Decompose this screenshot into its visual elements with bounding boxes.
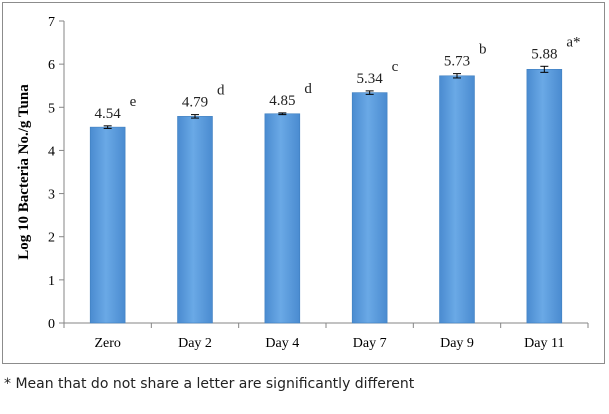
footnote: * Mean that do not share a letter are si… bbox=[4, 376, 415, 392]
significance-letter: a* bbox=[566, 34, 580, 50]
data-label: 4.85 bbox=[269, 93, 295, 109]
y-tick-label: 1 bbox=[48, 274, 55, 289]
significance-letter: d bbox=[304, 81, 312, 97]
data-label: 5.88 bbox=[531, 46, 557, 62]
significance-letter: b bbox=[479, 42, 487, 58]
y-tick-label: 4 bbox=[48, 144, 55, 159]
y-tick-label: 2 bbox=[48, 231, 55, 246]
bar-day-2 bbox=[177, 116, 213, 324]
bar-day-11 bbox=[526, 69, 563, 324]
data-label: 5.34 bbox=[357, 71, 384, 87]
x-tick-label: Day 2 bbox=[178, 336, 212, 351]
x-tick-label: Day 4 bbox=[265, 336, 299, 351]
bars-group: 4.54 e Zero 4.79 d Day 2 4.85 d Day 4 5.34 c Day 7 5… bbox=[89, 34, 581, 351]
bar-day-9 bbox=[439, 75, 475, 324]
y-axis-label: Log 10 Bacteria No./g Tuna bbox=[16, 84, 32, 260]
x-tick-label: Day 7 bbox=[353, 336, 387, 351]
bar-zero bbox=[89, 126, 126, 324]
chart-frame: Log 10 Bacteria No./g Tuna 0 1 2 3 4 5 6 7 4.54… bbox=[2, 2, 605, 364]
x-tick-label: Day 11 bbox=[524, 336, 564, 351]
axes: 0 1 2 3 4 5 6 7 bbox=[48, 15, 589, 332]
data-label: 4.79 bbox=[182, 95, 208, 111]
y-tick-label: 5 bbox=[48, 101, 55, 116]
y-tick-label: 3 bbox=[48, 188, 55, 203]
data-label: 5.73 bbox=[444, 54, 470, 70]
y-tick-label: 0 bbox=[48, 317, 55, 332]
y-tick-label: 6 bbox=[48, 58, 55, 73]
significance-letter: c bbox=[392, 59, 399, 75]
bar-chart: Log 10 Bacteria No./g Tuna 0 1 2 3 4 5 6 7 4.54… bbox=[16, 15, 589, 351]
y-tick-label: 7 bbox=[48, 15, 55, 30]
significance-letter: e bbox=[130, 94, 137, 110]
significance-letter: d bbox=[217, 83, 225, 99]
bar-day-7 bbox=[351, 92, 388, 324]
bar-day-4 bbox=[264, 113, 301, 324]
x-tick-label: Day 9 bbox=[440, 336, 474, 351]
x-tick-label: Zero bbox=[94, 336, 120, 351]
data-label: 4.54 bbox=[95, 106, 122, 122]
